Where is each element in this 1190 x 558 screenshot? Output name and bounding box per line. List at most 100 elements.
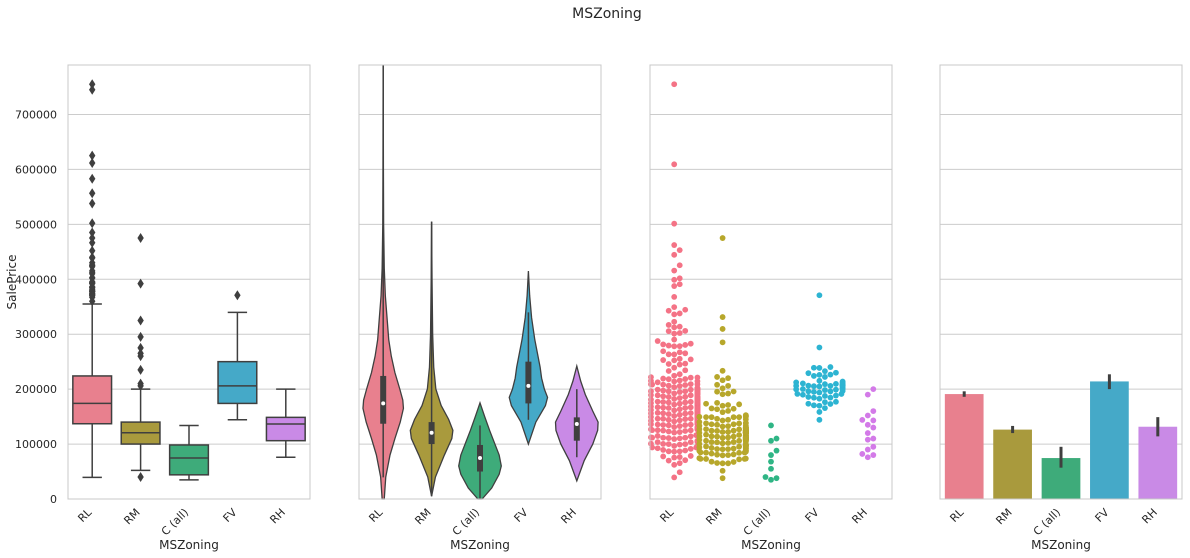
- swarm-point: [660, 422, 667, 428]
- box-outlier: [137, 351, 144, 362]
- swarm-point: [768, 458, 774, 465]
- swarm-point: [708, 433, 715, 440]
- swarm-point: [660, 453, 667, 460]
- box-body: [217, 360, 258, 405]
- violin-median: [429, 430, 434, 435]
- swarm-point: [654, 386, 661, 393]
- swarm-point: [810, 402, 817, 409]
- y-tick-label-4: 400000: [15, 273, 57, 286]
- swarm-point: [671, 378, 678, 385]
- swarm-point: [719, 385, 726, 392]
- swarm-point: [671, 401, 678, 408]
- swarm-point: [768, 437, 774, 444]
- box-3: [217, 290, 258, 421]
- box-outlier: [89, 188, 96, 199]
- swarm-point: [708, 427, 715, 434]
- swarm-point: [725, 375, 732, 382]
- swarm-point: [665, 399, 672, 406]
- box-outlier: [137, 315, 144, 326]
- bar-plot-panel: RL RM C (all) FV RH MSZoning: [939, 64, 1183, 552]
- swarm-point: [696, 441, 703, 447]
- swarm-point: [793, 379, 800, 386]
- axes-frame: [939, 64, 1183, 500]
- swarm-point: [671, 413, 678, 419]
- swarm-point: [682, 376, 689, 382]
- swarm-point: [805, 370, 812, 377]
- swarm-point: [827, 382, 834, 389]
- swarm-point: [805, 388, 812, 395]
- swarm-0: [648, 81, 701, 481]
- box-outlier: [137, 364, 144, 375]
- x-tick-label-0: RL: [366, 505, 386, 525]
- violin-0: [362, 64, 405, 500]
- swarm-point: [703, 443, 709, 450]
- swarm-point: [725, 446, 732, 453]
- x-axis-label: MSZoning: [159, 538, 219, 552]
- swarm-point: [719, 423, 726, 430]
- y-tick-label-1: 100000: [15, 438, 57, 451]
- swarm-point: [864, 412, 871, 419]
- swarm-point: [660, 441, 667, 447]
- swarm-point: [859, 416, 866, 423]
- box-outlier: [89, 237, 96, 248]
- swarm-point: [810, 364, 817, 371]
- swarm-point: [827, 371, 834, 378]
- box-outlier: [137, 342, 144, 353]
- swarm-point: [660, 434, 667, 441]
- swarm-point: [839, 378, 846, 385]
- swarm-point: [687, 392, 694, 399]
- swarm-point: [671, 276, 678, 283]
- y-tick-label-7: 700000: [15, 108, 57, 121]
- box-4: [265, 388, 306, 458]
- swarm-point: [714, 433, 720, 440]
- swarm-point: [719, 409, 726, 416]
- swarm-point: [671, 357, 678, 364]
- swarm-point: [725, 390, 732, 397]
- swarm-point: [768, 476, 774, 483]
- swarm-point: [827, 364, 834, 370]
- swarm-point: [714, 451, 720, 458]
- swarm-point: [810, 388, 817, 395]
- swarm-point: [654, 421, 661, 428]
- swarm-point: [708, 405, 715, 412]
- swarm-point: [682, 342, 689, 348]
- swarm-point: [665, 416, 672, 423]
- violin-median: [574, 422, 579, 427]
- swarm-point: [864, 430, 871, 436]
- y-tick-label-3: 300000: [15, 328, 57, 341]
- bar-rect: [944, 394, 984, 499]
- box-outlier: [89, 296, 96, 307]
- swarm-point: [671, 242, 678, 248]
- swarm-point: [719, 391, 726, 398]
- violin-median: [526, 383, 531, 388]
- swarm-point: [676, 469, 683, 476]
- swarm-point: [827, 394, 834, 401]
- swarm-point: [822, 393, 828, 399]
- swarm-point: [671, 474, 678, 481]
- swarm-point: [719, 235, 726, 241]
- swarm-point: [665, 307, 672, 314]
- swarm-point: [870, 386, 877, 393]
- swarm-point: [687, 427, 694, 434]
- x-tick-label-2: C (all): [450, 506, 482, 538]
- x-tick-label-4: RH: [267, 506, 287, 526]
- swarm-point: [694, 374, 701, 381]
- swarm-point: [682, 367, 689, 374]
- swarm-point: [736, 420, 743, 427]
- swarm-point: [660, 393, 667, 400]
- swarm-point: [665, 435, 672, 441]
- x-axis-label: MSZoning: [741, 538, 801, 552]
- y-tick-label-6: 600000: [15, 163, 57, 176]
- swarm-point: [822, 374, 828, 380]
- swarm-point: [725, 452, 732, 459]
- swarm-point: [660, 446, 667, 453]
- violin-3: [508, 270, 549, 447]
- swarm-point: [665, 411, 672, 417]
- box-outlier: [89, 157, 96, 168]
- swarm-point: [682, 388, 689, 395]
- swarm-point: [708, 458, 715, 465]
- swarm-point: [665, 328, 672, 335]
- swarm-point: [822, 368, 828, 375]
- box-outlier: [89, 79, 96, 90]
- swarm-point: [676, 454, 683, 460]
